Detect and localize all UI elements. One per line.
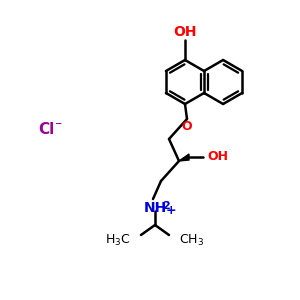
Text: 2: 2 [162,201,170,211]
Polygon shape [179,154,189,161]
Text: NH: NH [143,201,167,215]
Text: OH: OH [173,25,197,39]
Text: O: O [182,120,192,133]
Text: +: + [166,204,176,217]
Text: Cl: Cl [38,122,54,137]
Text: ⁻: ⁻ [54,119,62,133]
Text: H$_3$C: H$_3$C [105,232,131,247]
Text: OH: OH [207,151,228,164]
Text: CH$_3$: CH$_3$ [179,232,204,247]
